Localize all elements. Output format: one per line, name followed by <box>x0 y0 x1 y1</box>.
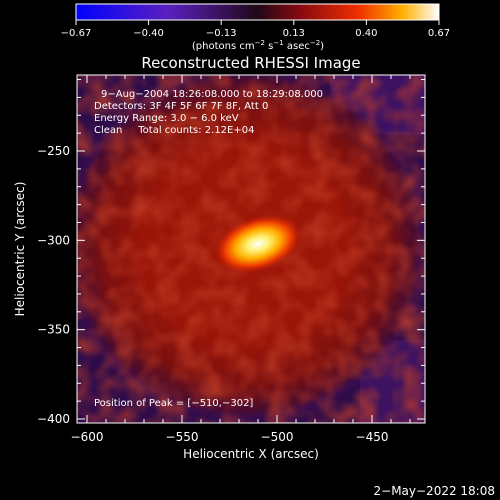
y-tick-label: −350 <box>37 323 70 337</box>
x-axis: −600 −550 −500 −450 <box>71 75 411 444</box>
chart-title: Reconstructed RHESSI Image <box>141 54 360 72</box>
colorbar-tick-labels: −0.67 −0.40 −0.13 0.13 0.40 0.67 <box>61 28 450 39</box>
plot-frame <box>76 74 426 424</box>
info-counts: Clean Total counts: 2.12E+04 <box>94 125 254 136</box>
x-tick-label: −600 <box>71 430 104 444</box>
colorbar-tick-label: 0.13 <box>283 28 305 39</box>
info-detectors: Detectors: 3F 4F 5F 6F 7F 8F, Att 0 <box>94 101 268 112</box>
x-tick-label: −500 <box>261 430 294 444</box>
peak-source <box>214 214 302 274</box>
y-axis: −400 −350 −300 −250 <box>37 79 425 426</box>
colorbar-tick-label: −0.67 <box>61 28 92 39</box>
colorbar-tick-label: −0.13 <box>206 28 237 39</box>
y-axis-label: Heliocentric Y (arcsec) <box>13 182 27 317</box>
y-tick-label: −300 <box>37 233 70 247</box>
colorbar-units: (photons cm−2 s−1 asec−2) <box>192 39 324 52</box>
colorbar-ticks <box>75 20 440 25</box>
colorbar: −0.67 −0.40 −0.13 0.13 0.40 0.67 (photons cm−… <box>61 3 450 52</box>
info-energy-range: Energy Range: 3.0 − 6.0 keV <box>94 113 239 124</box>
colorbar-scale <box>75 3 440 21</box>
colorbar-tick-label: −0.40 <box>133 28 164 39</box>
info-panel: 9−Aug−2004 18:26:08.000 to 18:29:08.000 … <box>94 89 323 409</box>
footer-date: 2−May−2022 18:08 <box>374 484 496 498</box>
x-tick-label: −550 <box>166 430 199 444</box>
colorbar-tick-label: 0.67 <box>428 28 450 39</box>
y-tick-label: −250 <box>37 144 70 158</box>
image-area <box>77 75 425 423</box>
x-axis-label: Heliocentric X (arcsec) <box>183 447 319 461</box>
info-time-range: 9−Aug−2004 18:26:08.000 to 18:29:08.000 <box>101 89 323 100</box>
peak-position-label: Position of Peak = [−510,−302] <box>94 398 253 409</box>
x-tick-label: −450 <box>356 430 389 444</box>
colorbar-tick-label: 0.40 <box>355 28 377 39</box>
y-tick-label: −400 <box>37 412 70 426</box>
